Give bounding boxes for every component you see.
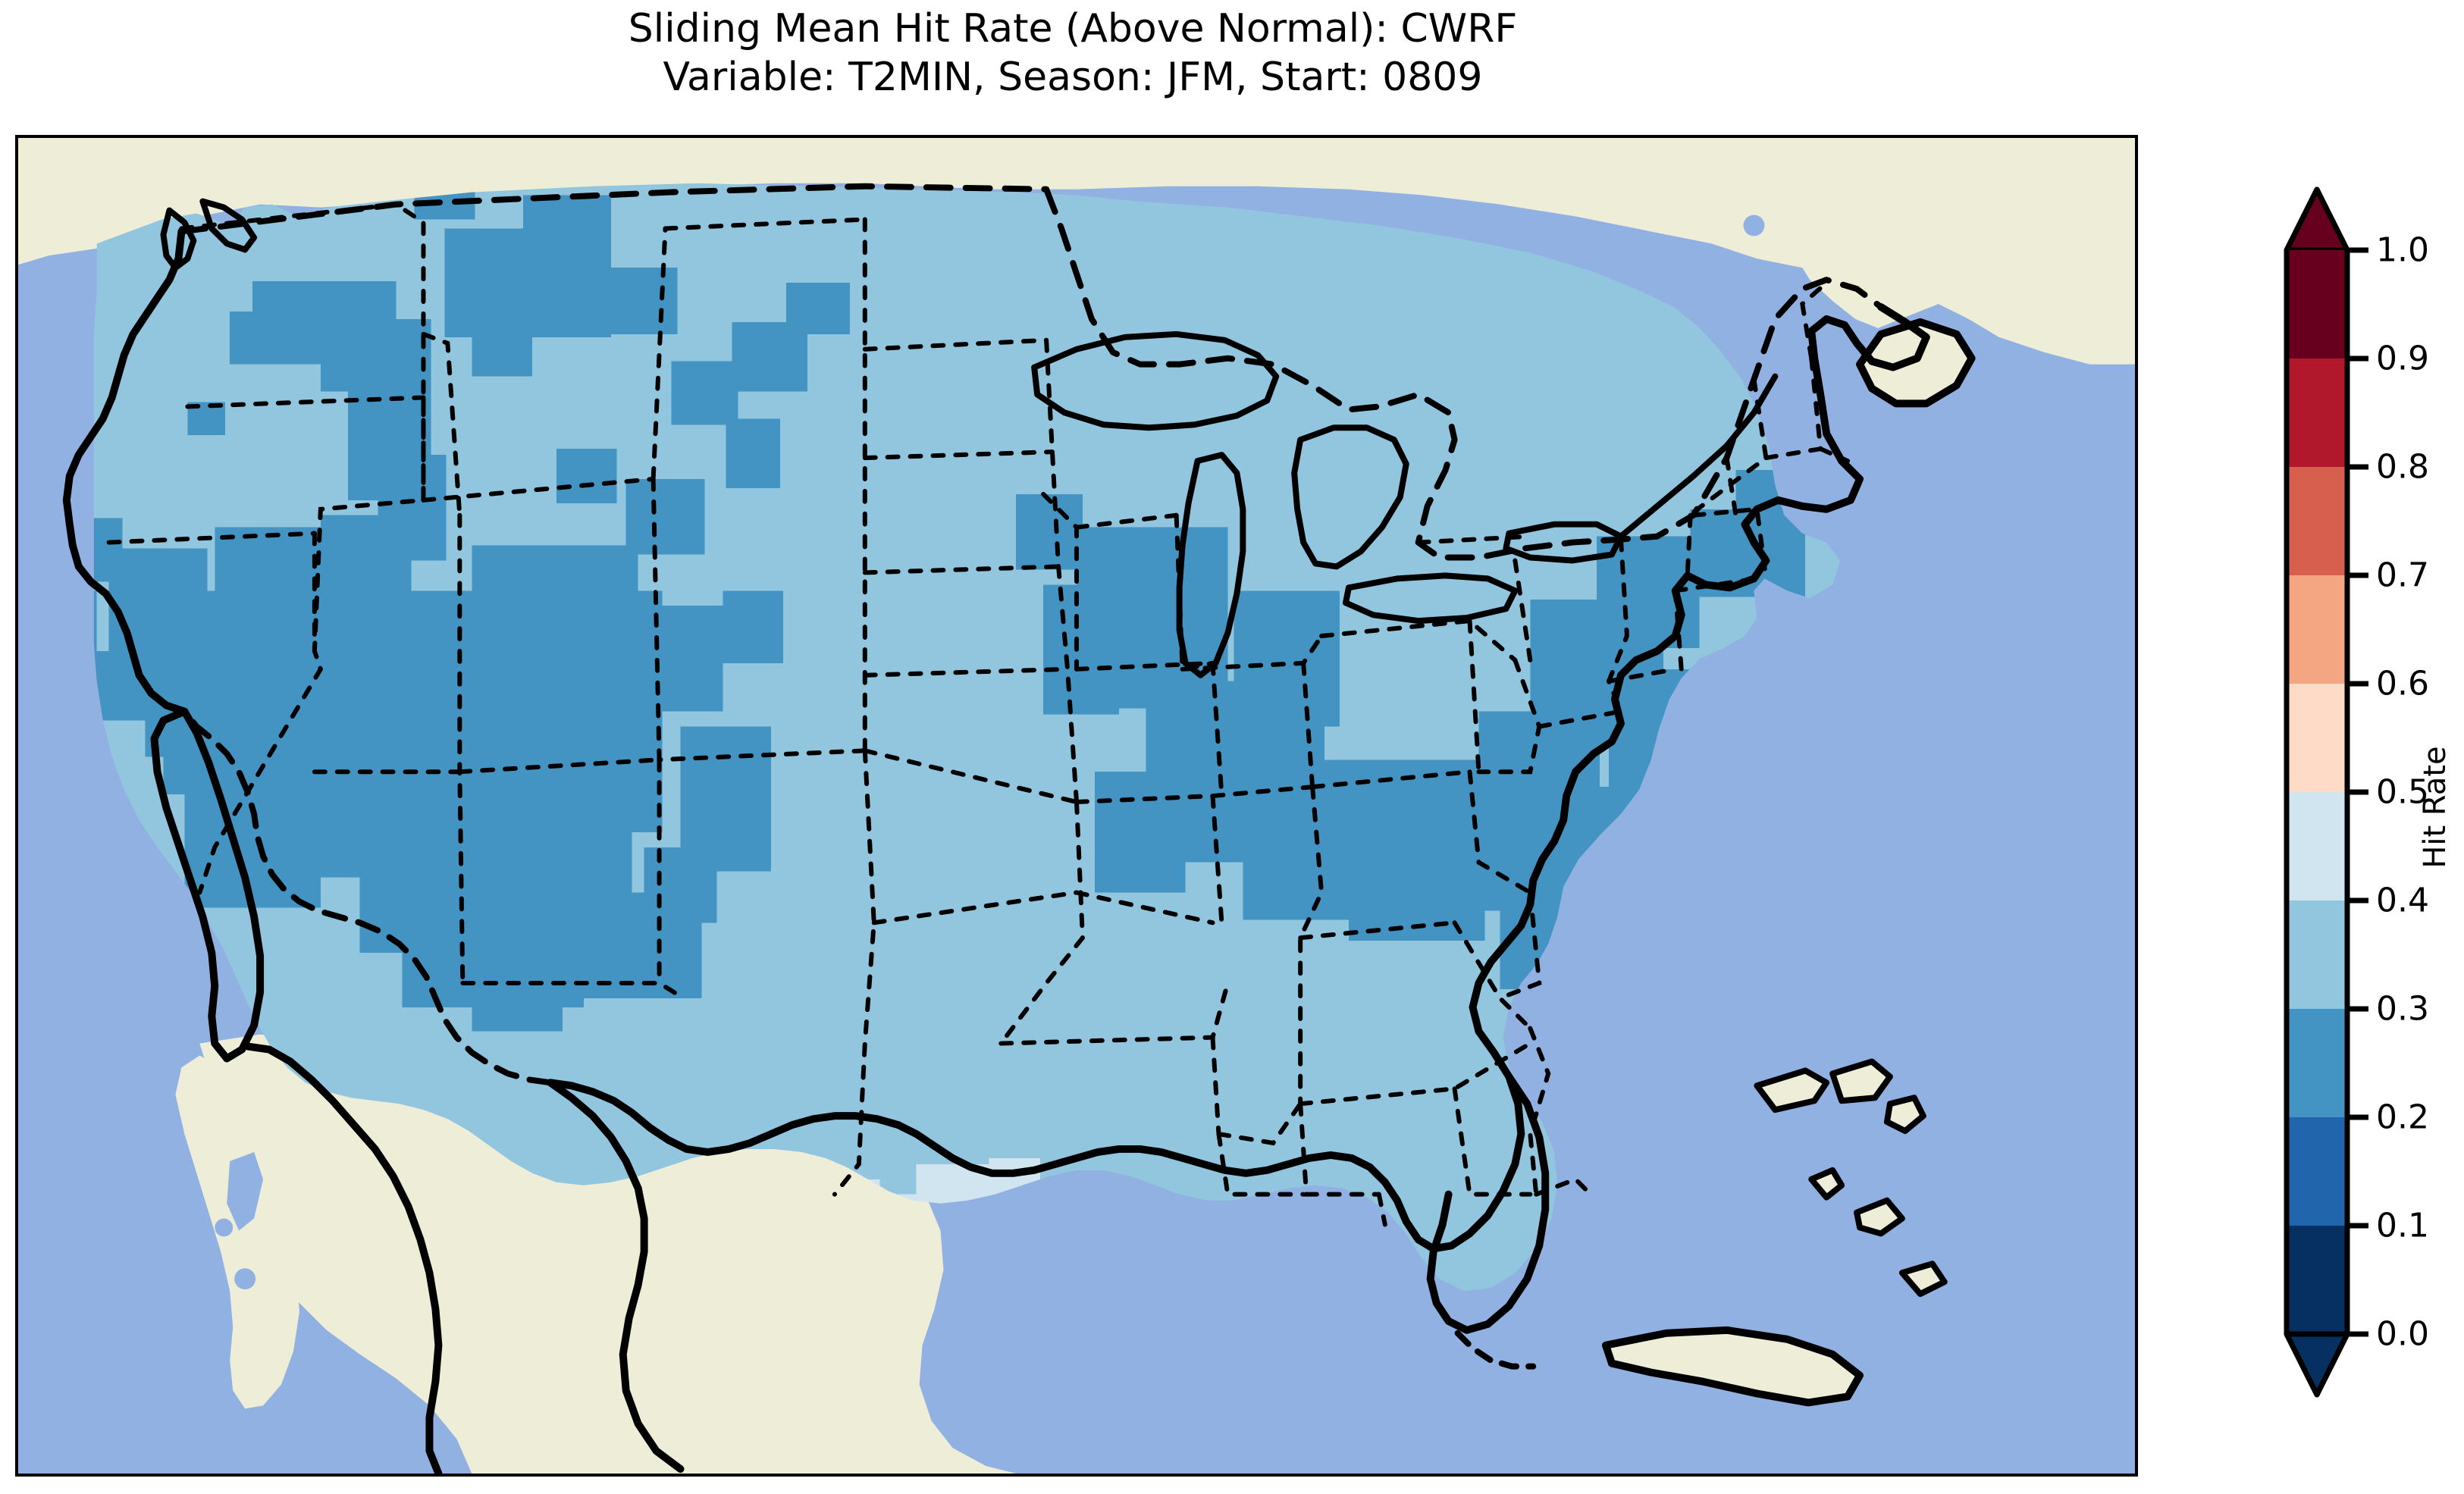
colorbar-tick-0-2: 0.2 — [2376, 1098, 2429, 1137]
baja-california — [175, 1055, 299, 1409]
map-axes[interactable] — [15, 135, 2138, 1477]
title-line-2: Variable: T2MIN, Season: JFM, Start: 080… — [663, 55, 1483, 101]
colorbar-tick-0-7: 0.7 — [2376, 556, 2429, 595]
figure-title: Sliding Mean Hit Rate (Above Normal): CW… — [0, 5, 2146, 102]
colorbar-bands — [2287, 250, 2347, 1334]
florida-coastline — [1426, 1073, 1550, 1334]
usa-canada-border-west — [178, 183, 1050, 235]
colorbar-tick-0-3: 0.3 — [2376, 989, 2429, 1029]
cuba-coastline — [1602, 1326, 1864, 1407]
colorbar-tick-0-6: 0.6 — [2376, 664, 2429, 703]
title-line-1: Sliding Mean Hit Rate (Above Normal): CW… — [628, 6, 1518, 52]
vancouver-island-strait — [199, 198, 258, 253]
colorbar-tick-0-4: 0.4 — [2376, 881, 2429, 920]
colorbar-tick-0-5: 0.5 — [2376, 772, 2429, 812]
florida-keys — [1454, 1330, 1537, 1370]
colorbar[interactable]: 1.0 0.9 0.8 0.7 0.6 0.5 0.4 0.3 0.2 0.1 … — [2284, 186, 2429, 1398]
map-canvas — [18, 138, 2135, 1474]
state-borders — [106, 202, 1851, 1227]
colorbar-under-arrow — [2284, 1331, 2350, 1398]
st-lawrence-river — [1617, 373, 1779, 540]
maritimes-landmass — [1787, 183, 2135, 365]
canada-landmass — [18, 138, 2135, 268]
colorbar-tick-0-9: 0.9 — [2376, 339, 2429, 378]
colorbar-ticks — [2347, 247, 2368, 1337]
east-coastline — [547, 303, 1930, 1253]
colorbar-canvas — [2284, 186, 2368, 1398]
colorbar-tick-0-8: 0.8 — [2376, 447, 2429, 487]
colorbar-axis-label: Hit Rate — [2418, 746, 2453, 869]
great-lakes-outlines — [1031, 330, 1624, 678]
mexico-west-coastline — [244, 1042, 443, 1474]
baja-coastline — [150, 707, 265, 1063]
bahamas-outlines — [1754, 1058, 1948, 1298]
nova-scotia-coastline — [1856, 318, 1976, 408]
puget-sound — [160, 207, 197, 271]
west-coastline — [62, 227, 189, 716]
usa-mexico-border — [181, 708, 553, 1086]
mexico-east-coastline — [547, 1079, 685, 1474]
colorbar-tick-0-0: 0.0 — [2376, 1314, 2429, 1354]
colorbar-tick-1-0: 1.0 — [2376, 230, 2429, 270]
colorbar-tick-0-1: 0.1 — [2376, 1206, 2429, 1245]
cuba-landmass — [1606, 1330, 1861, 1403]
coastlines-and-borders — [62, 183, 1976, 1474]
usa-canada-border-east — [1043, 186, 1884, 561]
colorbar-over-arrow — [2284, 186, 2350, 253]
